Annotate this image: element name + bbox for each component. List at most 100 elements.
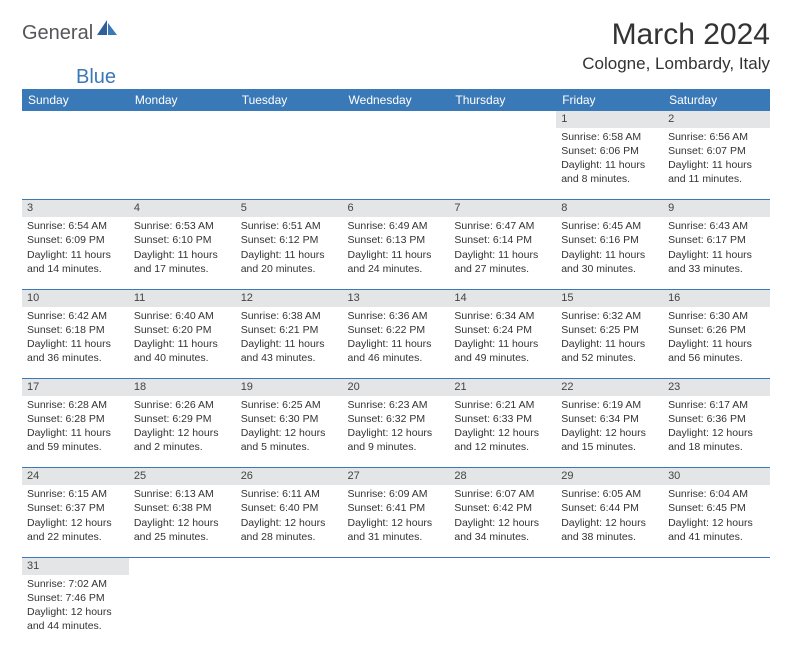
sunset-text: Sunset: 6:24 PM (454, 323, 551, 337)
weekday-header: Thursday (449, 89, 556, 111)
day-number-row: 31 (22, 557, 770, 574)
daylight-text: Daylight: 12 hours and 41 minutes. (668, 516, 765, 544)
weekday-header: Wednesday (343, 89, 450, 111)
day-number-cell: 21 (449, 379, 556, 396)
sunset-text: Sunset: 6:07 PM (668, 144, 765, 158)
sunset-text: Sunset: 6:40 PM (241, 501, 338, 515)
day-cell: Sunrise: 6:43 AMSunset: 6:17 PMDaylight:… (663, 217, 770, 289)
sunrise-text: Sunrise: 6:04 AM (668, 487, 765, 501)
daylight-text: Daylight: 11 hours and 52 minutes. (561, 337, 658, 365)
day-cell (129, 128, 236, 200)
day-cell: Sunrise: 6:17 AMSunset: 6:36 PMDaylight:… (663, 396, 770, 468)
day-cell: Sunrise: 6:42 AMSunset: 6:18 PMDaylight:… (22, 307, 129, 379)
daylight-text: Daylight: 12 hours and 38 minutes. (561, 516, 658, 544)
day-cell (449, 575, 556, 647)
day-number-cell: 24 (22, 468, 129, 485)
sunset-text: Sunset: 6:25 PM (561, 323, 658, 337)
day-cell: Sunrise: 6:53 AMSunset: 6:10 PMDaylight:… (129, 217, 236, 289)
sunset-text: Sunset: 6:20 PM (134, 323, 231, 337)
sunset-text: Sunset: 6:06 PM (561, 144, 658, 158)
day-number-cell (343, 111, 450, 128)
day-cell (236, 128, 343, 200)
day-number-cell (129, 111, 236, 128)
daylight-text: Daylight: 11 hours and 56 minutes. (668, 337, 765, 365)
day-cell: Sunrise: 6:04 AMSunset: 6:45 PMDaylight:… (663, 485, 770, 557)
day-number-cell: 18 (129, 379, 236, 396)
day-cell: Sunrise: 6:05 AMSunset: 6:44 PMDaylight:… (556, 485, 663, 557)
day-content-row: Sunrise: 7:02 AMSunset: 7:46 PMDaylight:… (22, 575, 770, 647)
day-cell: Sunrise: 6:40 AMSunset: 6:20 PMDaylight:… (129, 307, 236, 379)
daylight-text: Daylight: 12 hours and 2 minutes. (134, 426, 231, 454)
day-cell (343, 575, 450, 647)
day-number-cell: 11 (129, 289, 236, 306)
daylight-text: Daylight: 11 hours and 17 minutes. (134, 248, 231, 276)
sunset-text: Sunset: 6:10 PM (134, 233, 231, 247)
sunset-text: Sunset: 6:42 PM (454, 501, 551, 515)
sunset-text: Sunset: 6:45 PM (668, 501, 765, 515)
day-cell: Sunrise: 6:32 AMSunset: 6:25 PMDaylight:… (556, 307, 663, 379)
day-cell: Sunrise: 6:54 AMSunset: 6:09 PMDaylight:… (22, 217, 129, 289)
day-cell: Sunrise: 6:36 AMSunset: 6:22 PMDaylight:… (343, 307, 450, 379)
day-cell: Sunrise: 6:19 AMSunset: 6:34 PMDaylight:… (556, 396, 663, 468)
sunset-text: Sunset: 6:30 PM (241, 412, 338, 426)
weekday-header: Sunday (22, 89, 129, 111)
day-cell: Sunrise: 6:26 AMSunset: 6:29 PMDaylight:… (129, 396, 236, 468)
day-number-cell: 23 (663, 379, 770, 396)
day-number-cell: 7 (449, 200, 556, 217)
day-number-cell (449, 557, 556, 574)
day-content-row: Sunrise: 6:15 AMSunset: 6:37 PMDaylight:… (22, 485, 770, 557)
day-cell: Sunrise: 6:07 AMSunset: 6:42 PMDaylight:… (449, 485, 556, 557)
sunset-text: Sunset: 6:29 PM (134, 412, 231, 426)
daylight-text: Daylight: 11 hours and 59 minutes. (27, 426, 124, 454)
sunset-text: Sunset: 6:32 PM (348, 412, 445, 426)
sunrise-text: Sunrise: 6:26 AM (134, 398, 231, 412)
daylight-text: Daylight: 11 hours and 33 minutes. (668, 248, 765, 276)
daylight-text: Daylight: 11 hours and 27 minutes. (454, 248, 551, 276)
daylight-text: Daylight: 11 hours and 8 minutes. (561, 158, 658, 186)
day-number-row: 24252627282930 (22, 468, 770, 485)
weekday-header-row: SundayMondayTuesdayWednesdayThursdayFrid… (22, 89, 770, 111)
day-cell: Sunrise: 6:58 AMSunset: 6:06 PMDaylight:… (556, 128, 663, 200)
sunset-text: Sunset: 7:46 PM (27, 591, 124, 605)
day-number-cell (449, 111, 556, 128)
day-cell: Sunrise: 6:13 AMSunset: 6:38 PMDaylight:… (129, 485, 236, 557)
weekday-header: Tuesday (236, 89, 343, 111)
sunrise-text: Sunrise: 7:02 AM (27, 577, 124, 591)
day-number-cell: 25 (129, 468, 236, 485)
daylight-text: Daylight: 11 hours and 14 minutes. (27, 248, 124, 276)
sunset-text: Sunset: 6:34 PM (561, 412, 658, 426)
day-number-row: 17181920212223 (22, 379, 770, 396)
day-number-cell (236, 557, 343, 574)
day-number-cell: 10 (22, 289, 129, 306)
day-number-cell: 9 (663, 200, 770, 217)
sunset-text: Sunset: 6:33 PM (454, 412, 551, 426)
day-cell: Sunrise: 6:38 AMSunset: 6:21 PMDaylight:… (236, 307, 343, 379)
sunrise-text: Sunrise: 6:21 AM (454, 398, 551, 412)
sunset-text: Sunset: 6:09 PM (27, 233, 124, 247)
daylight-text: Daylight: 12 hours and 44 minutes. (27, 605, 124, 633)
day-cell: Sunrise: 6:11 AMSunset: 6:40 PMDaylight:… (236, 485, 343, 557)
day-number-cell: 14 (449, 289, 556, 306)
day-number-cell (663, 557, 770, 574)
daylight-text: Daylight: 12 hours and 5 minutes. (241, 426, 338, 454)
daylight-text: Daylight: 11 hours and 46 minutes. (348, 337, 445, 365)
daylight-text: Daylight: 11 hours and 36 minutes. (27, 337, 124, 365)
daylight-text: Daylight: 12 hours and 31 minutes. (348, 516, 445, 544)
sunset-text: Sunset: 6:36 PM (668, 412, 765, 426)
day-cell (236, 575, 343, 647)
day-number-cell: 12 (236, 289, 343, 306)
sunrise-text: Sunrise: 6:40 AM (134, 309, 231, 323)
sunset-text: Sunset: 6:14 PM (454, 233, 551, 247)
sunset-text: Sunset: 6:18 PM (27, 323, 124, 337)
day-cell: Sunrise: 6:47 AMSunset: 6:14 PMDaylight:… (449, 217, 556, 289)
sunrise-text: Sunrise: 6:23 AM (348, 398, 445, 412)
day-cell: Sunrise: 6:56 AMSunset: 6:07 PMDaylight:… (663, 128, 770, 200)
day-cell (22, 128, 129, 200)
daylight-text: Daylight: 11 hours and 24 minutes. (348, 248, 445, 276)
sunrise-text: Sunrise: 6:43 AM (668, 219, 765, 233)
day-cell: Sunrise: 6:23 AMSunset: 6:32 PMDaylight:… (343, 396, 450, 468)
daylight-text: Daylight: 11 hours and 20 minutes. (241, 248, 338, 276)
day-cell (556, 575, 663, 647)
day-number-cell: 13 (343, 289, 450, 306)
sunset-text: Sunset: 6:12 PM (241, 233, 338, 247)
